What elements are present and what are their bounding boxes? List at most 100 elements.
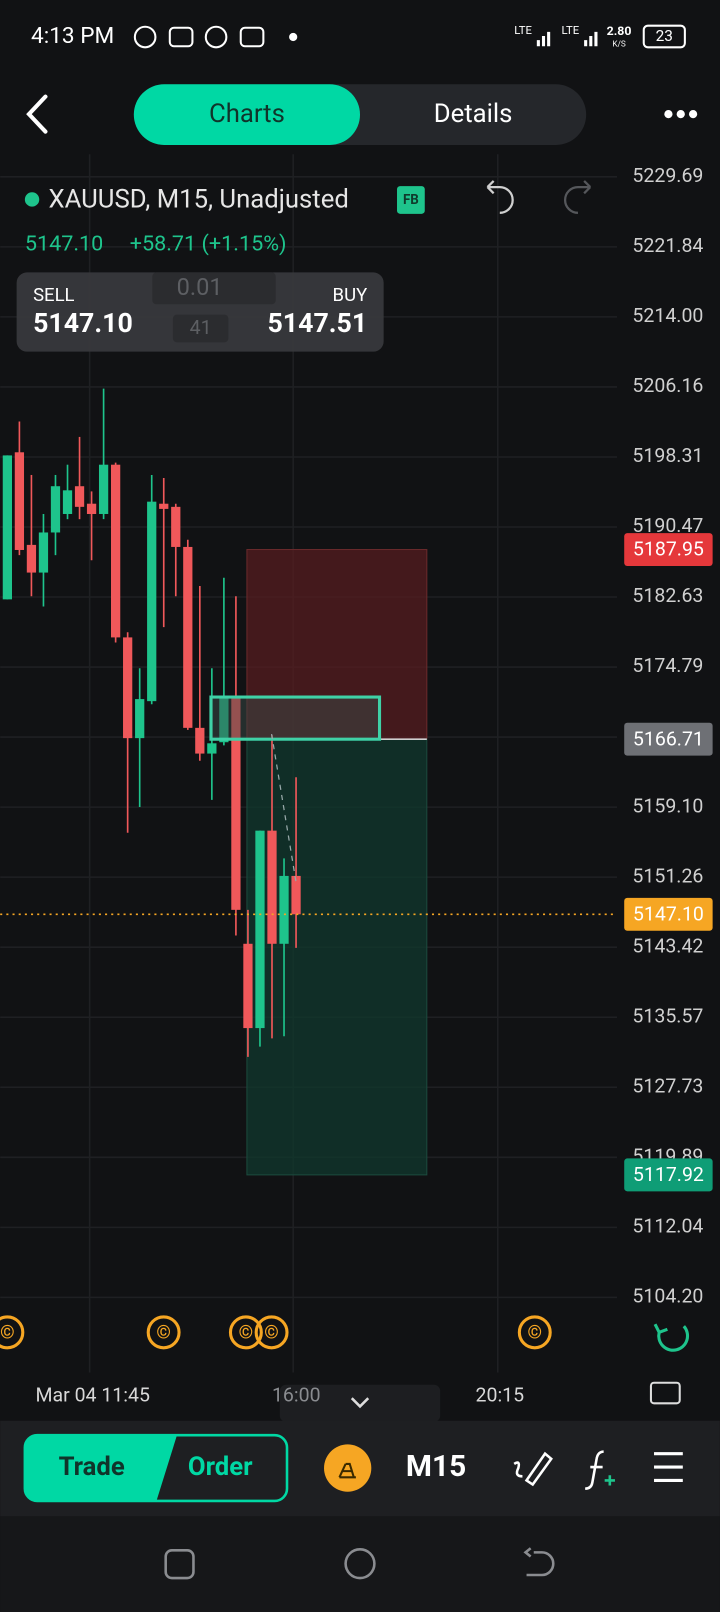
y-tick-label: 5151.26 xyxy=(632,864,703,887)
candle-body xyxy=(111,464,121,638)
status-network: LTE xyxy=(562,24,580,37)
sell-price[interactable]: 5147.10 xyxy=(33,307,133,339)
x-label: Mar 04 11:45 xyxy=(35,1383,150,1406)
price-tag-label: 5166.71 xyxy=(633,727,704,750)
candle-body xyxy=(243,943,253,1029)
candle-body xyxy=(14,452,25,550)
status-speed-unit: K/S xyxy=(612,39,626,49)
entry-box xyxy=(209,695,382,741)
y-tick-label: 5214.00 xyxy=(632,304,703,327)
nav-home[interactable] xyxy=(344,1548,376,1580)
buy-label[interactable]: BUY xyxy=(333,284,368,306)
spread: 41 xyxy=(190,316,212,339)
tab-charts[interactable]: Charts xyxy=(209,99,285,129)
status-dot xyxy=(289,32,298,42)
gold-icon-glyph xyxy=(338,1462,356,1479)
buy-price[interactable]: 5147.51 xyxy=(267,307,367,339)
tab-active[interactable] xyxy=(133,84,360,145)
x-label: 20:15 xyxy=(476,1383,525,1406)
y-tick-label: 5112.04 xyxy=(632,1215,703,1238)
draw-tool[interactable] xyxy=(513,1451,553,1487)
candle-body xyxy=(62,490,73,514)
candle-body xyxy=(195,727,205,754)
candle-body xyxy=(231,696,241,910)
status-dot xyxy=(24,192,40,207)
y-tick-label: 5104.20 xyxy=(632,1285,703,1308)
y-tick-label: 5198.31 xyxy=(632,444,703,467)
y-tick-label: 5206.16 xyxy=(632,374,703,397)
indicator-plus xyxy=(604,1475,615,1486)
lot-box[interactable] xyxy=(152,272,276,305)
timeframe[interactable]: M15 xyxy=(406,1449,466,1484)
candle-body xyxy=(267,830,277,944)
badge xyxy=(397,186,425,214)
x-label: 16:00 xyxy=(272,1383,321,1406)
gold-icon[interactable] xyxy=(324,1444,372,1492)
event-marker-icons: © © © © © xyxy=(0,1321,542,1343)
y-tick-label: 5221.84 xyxy=(632,234,703,257)
trade-panel xyxy=(16,272,384,352)
status-speed: 2.80 xyxy=(607,25,632,39)
back-button[interactable] xyxy=(26,94,48,134)
undo[interactable] xyxy=(486,180,514,214)
y-tick-label: 5159.10 xyxy=(632,794,703,817)
candle-body xyxy=(74,486,85,507)
tab-details[interactable]: Details xyxy=(434,99,513,129)
trade-active[interactable] xyxy=(24,1435,178,1501)
collapse-arrow[interactable] xyxy=(350,1397,370,1409)
svg-text:©: © xyxy=(239,1321,254,1343)
status-icon xyxy=(239,26,265,48)
status-icon xyxy=(168,26,194,48)
symbol-change: +58.71 (+1.15%) xyxy=(130,231,287,256)
battery-level: 23 xyxy=(656,27,673,45)
price-tag xyxy=(624,722,713,756)
nav-back[interactable] xyxy=(523,1547,555,1577)
y-tick-label: 5135.57 xyxy=(632,1004,703,1027)
status-icon xyxy=(204,25,228,49)
candle-body xyxy=(50,486,61,533)
order-button[interactable]: Order xyxy=(188,1452,253,1482)
battery xyxy=(642,24,686,49)
candle-body xyxy=(159,503,169,509)
y-tick-label: 5182.63 xyxy=(632,584,703,607)
symbol-price: 5147.10 xyxy=(25,231,103,256)
chart-layer: 5229.69 5221.84 5214.00 5206.16 5198.31 5190.… xyxy=(0,154,713,1373)
more-menu[interactable] xyxy=(664,110,698,119)
svg-text:©: © xyxy=(527,1321,542,1343)
collapse-tab[interactable] xyxy=(279,1384,441,1422)
badge-text: FB xyxy=(403,193,419,208)
trade-button[interactable]: Trade xyxy=(59,1452,125,1482)
candle-body xyxy=(279,875,289,944)
svg-text:©: © xyxy=(264,1321,279,1343)
y-tick-label: 5174.79 xyxy=(632,654,703,677)
event-markers[interactable] xyxy=(0,1315,552,1350)
price-tag xyxy=(624,533,713,566)
candle-body xyxy=(147,501,157,702)
price-tag-label: 5117.92 xyxy=(633,1163,704,1186)
nav-recents[interactable] xyxy=(164,1549,195,1580)
candle-body xyxy=(86,503,97,514)
status-icon xyxy=(133,25,157,49)
status-time: 4:13 PM xyxy=(31,22,114,49)
y-tick-label: 5127.73 xyxy=(632,1074,703,1097)
price-tag-label: 5147.10 xyxy=(633,902,704,925)
price-tag-label: 5187.95 xyxy=(633,538,704,561)
candle-body xyxy=(183,546,193,728)
fullscreen[interactable] xyxy=(649,1381,681,1405)
status-network: LTE xyxy=(514,24,532,37)
candle-body xyxy=(38,532,49,573)
nav-bar xyxy=(0,1516,720,1612)
price-tag xyxy=(624,1158,713,1192)
reset-view[interactable] xyxy=(653,1323,690,1352)
indicator-tool[interactable] xyxy=(585,1450,604,1490)
candle-body xyxy=(207,743,217,754)
lot[interactable]: 0.01 xyxy=(177,273,223,301)
svg-text:©: © xyxy=(0,1321,15,1343)
candle-body xyxy=(255,830,265,1029)
sell-label[interactable]: SELL xyxy=(33,284,74,306)
menu[interactable] xyxy=(654,1452,683,1482)
redo[interactable] xyxy=(563,180,592,214)
candle-body xyxy=(2,455,13,600)
candle-body xyxy=(123,637,133,739)
